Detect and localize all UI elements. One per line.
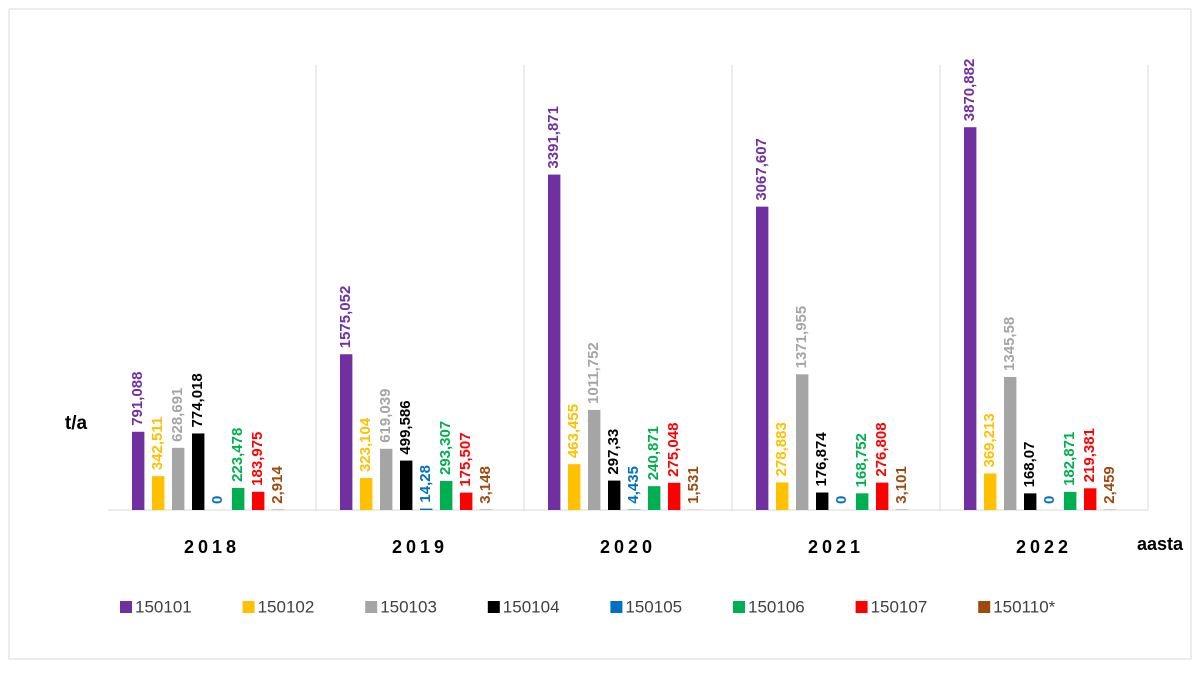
x-tick-label: 2021	[808, 537, 864, 557]
bar	[152, 476, 164, 510]
legend-swatch	[365, 601, 377, 613]
legend-swatch	[978, 601, 990, 613]
bar	[192, 433, 204, 510]
x-tick-label: 2019	[392, 537, 448, 557]
bar	[1084, 488, 1096, 510]
value-label: 3870,882	[961, 59, 978, 122]
bar	[588, 410, 600, 510]
bar	[776, 482, 788, 510]
x-axis-label: aasta	[1137, 534, 1184, 554]
bar	[460, 493, 472, 510]
legend-label: 150102	[258, 597, 315, 616]
legend-label: 150107	[871, 597, 928, 616]
value-label: 3067,607	[753, 138, 770, 201]
legend-swatch	[610, 601, 622, 613]
bar	[796, 374, 808, 510]
value-label: 14,28	[417, 465, 434, 503]
value-label: 2,914	[269, 466, 286, 504]
bar	[400, 461, 412, 510]
value-label: 223,478	[229, 428, 246, 482]
bar	[964, 127, 976, 510]
legend-swatch	[856, 601, 868, 613]
bar	[440, 481, 452, 510]
bar	[1004, 377, 1016, 510]
legend-label: 150110*	[993, 597, 1055, 616]
value-label: 276,808	[873, 422, 890, 476]
value-label: 275,048	[665, 423, 682, 477]
value-label: 1,531	[685, 466, 702, 504]
legend-swatch	[733, 601, 745, 613]
bar	[668, 483, 680, 510]
bar	[340, 354, 352, 510]
bar	[856, 493, 868, 510]
value-label: 297,33	[605, 429, 622, 475]
value-label: 323,104	[357, 417, 374, 472]
value-label: 3,101	[893, 466, 910, 504]
y-axis-label: t/a	[65, 413, 88, 434]
legend-swatch	[120, 601, 132, 613]
bar	[568, 464, 580, 510]
value-label: 628,691	[169, 388, 186, 442]
legend-label: 150106	[748, 597, 805, 616]
value-label: 168,752	[853, 433, 870, 487]
value-label: 1371,955	[793, 306, 810, 369]
value-label: 175,507	[457, 432, 474, 486]
value-label: 3,148	[477, 466, 494, 504]
x-tick-label: 2018	[184, 537, 240, 557]
value-label: 278,883	[773, 422, 790, 476]
bar	[132, 432, 144, 510]
value-label: 0	[209, 496, 226, 504]
bar	[1024, 493, 1036, 510]
value-label: 369,213	[981, 413, 998, 467]
value-label: 3391,871	[545, 106, 562, 169]
bar	[1064, 492, 1076, 510]
value-label: 619,039	[377, 389, 394, 443]
value-label: 463,455	[565, 404, 582, 458]
bar	[984, 473, 996, 510]
bar	[360, 478, 372, 510]
value-label: 168,07	[1021, 441, 1038, 487]
x-tick-label: 2020	[600, 537, 656, 557]
value-label: 240,871	[645, 426, 662, 480]
value-label: 1575,052	[337, 286, 354, 349]
legend-label: 150101	[135, 597, 192, 616]
legend-swatch	[243, 601, 255, 613]
bar	[548, 175, 560, 510]
x-tick-label: 2022	[1016, 537, 1072, 557]
bar	[816, 493, 828, 510]
value-label: 182,871	[1061, 432, 1078, 486]
value-label: 791,088	[129, 372, 146, 426]
value-label: 219,381	[1081, 428, 1098, 482]
value-label: 0	[1041, 496, 1058, 504]
bar	[648, 486, 660, 510]
bar	[172, 448, 184, 510]
bar	[232, 488, 244, 510]
value-label: 342,511	[149, 417, 166, 470]
value-label: 1011,752	[585, 342, 602, 404]
value-label: 183,975	[249, 432, 266, 486]
legend-label: 150103	[380, 597, 437, 616]
legend-label: 150105	[625, 597, 682, 616]
bar	[608, 481, 620, 510]
value-label: 293,307	[437, 421, 454, 475]
bar	[252, 492, 264, 510]
value-label: 176,874	[813, 432, 830, 487]
value-label: 774,018	[189, 373, 206, 427]
value-label: 0	[833, 496, 850, 504]
bar	[420, 509, 432, 510]
legend-label: 150104	[503, 597, 560, 616]
value-label: 499,586	[397, 400, 414, 454]
bar	[756, 207, 768, 510]
value-label: 2,459	[1101, 466, 1118, 504]
value-label: 1345,58	[1001, 317, 1018, 371]
legend-swatch	[488, 601, 500, 613]
value-label: 4,435	[625, 466, 642, 504]
bar	[876, 483, 888, 510]
bar	[380, 449, 392, 510]
